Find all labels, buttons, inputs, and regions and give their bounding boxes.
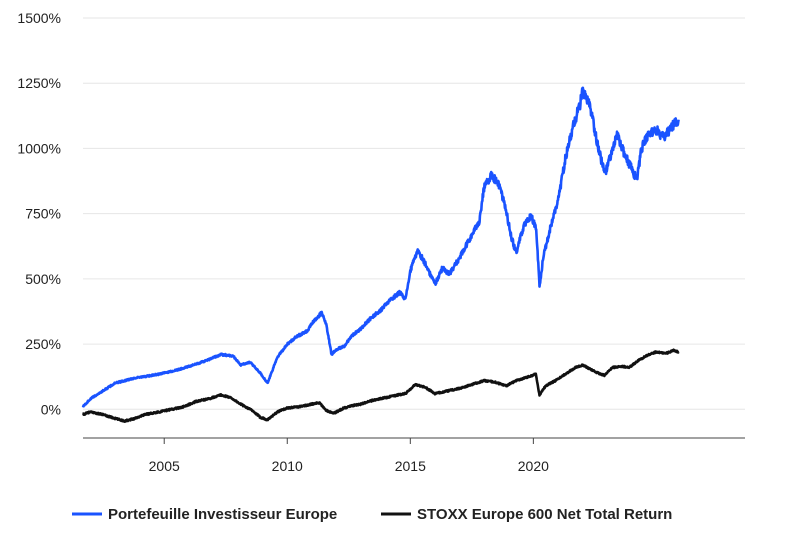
series-lines <box>81 86 680 423</box>
series-line-portefeuille <box>81 86 680 408</box>
y-tick-label: 750% <box>25 206 61 222</box>
legend-label: STOXX Europe 600 Net Total Return <box>417 506 672 523</box>
x-tick-label: 2015 <box>395 458 426 474</box>
x-tick-label: 2010 <box>272 458 303 474</box>
grid <box>83 17 745 410</box>
legend-label: Portefeuille Investisseur Europe <box>108 506 337 523</box>
y-tick-label: 1500% <box>17 10 61 26</box>
series-line-stoxx <box>82 348 680 423</box>
x-tick-label: 2020 <box>518 458 549 474</box>
y-tick-label: 250% <box>25 336 61 352</box>
legend: Portefeuille Investisseur Europe STOXX Eu… <box>72 506 672 523</box>
x-tick-label: 2005 <box>149 458 180 474</box>
y-tick-label: 0% <box>41 401 61 417</box>
y-tick-label: 1250% <box>17 75 61 91</box>
y-tick-label: 500% <box>25 271 61 287</box>
y-tick-label: 1000% <box>17 140 61 156</box>
axes: 0% 250% 500% 750% 1000% 1250% 1500% 2005 2010 201… <box>17 10 745 474</box>
